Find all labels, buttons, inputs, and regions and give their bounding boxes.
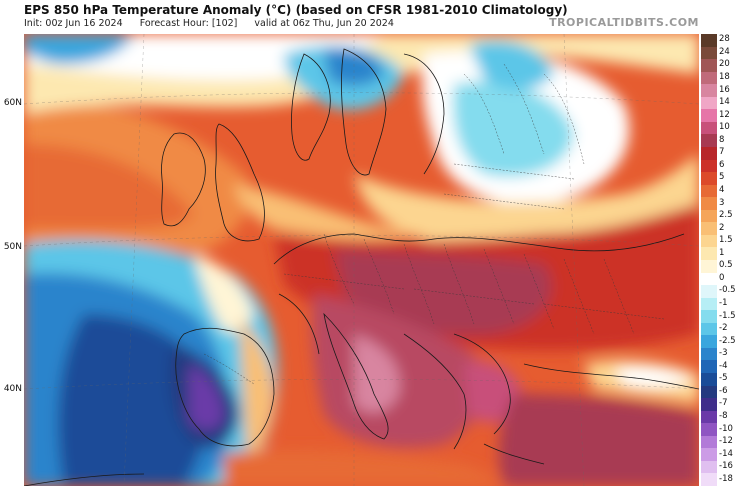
colorbar-swatch [701, 134, 717, 148]
colorbar-swatch [701, 84, 717, 98]
colorbar-label: -16 [719, 461, 733, 472]
colorbar-swatch [701, 197, 717, 211]
colorbar-swatch [701, 272, 717, 286]
colorbar-swatch [701, 71, 717, 85]
colorbar-label: -7 [719, 398, 728, 409]
colorbar-label: 12 [719, 109, 730, 120]
colorbar-label: 18 [719, 71, 730, 82]
colorbar-swatch [701, 59, 717, 73]
colorbar-label: -1 [719, 297, 728, 308]
colorbar-swatch [701, 209, 717, 223]
graticule [24, 34, 699, 486]
colorbar-label: -2.5 [719, 335, 736, 346]
colorbar-label: -2 [719, 323, 728, 334]
anomaly-field [24, 34, 699, 486]
colorbar-label: 10 [719, 122, 730, 133]
colorbar-label: -6 [719, 385, 728, 396]
colorbar-swatch [701, 310, 717, 324]
lat-label-60n: 60N [3, 98, 22, 108]
colorbar-label: 4 [719, 184, 725, 195]
colorbar-label: -3 [719, 348, 728, 359]
colorbar-label: -5 [719, 373, 728, 384]
map-subtitle: Init: 00z Jun 16 2024 Forecast Hour: [10… [24, 18, 408, 29]
colorbar-label: 24 [719, 46, 730, 57]
colorbar-label: -14 [719, 448, 733, 459]
colorbar-label: 0.5 [719, 260, 733, 271]
colorbar-swatch [701, 184, 717, 198]
colorbar-swatch [701, 285, 717, 299]
map-title: EPS 850 hPa Temperature Anomaly (°C) (ba… [24, 3, 568, 17]
colorbar-label: 7 [719, 147, 725, 158]
forecast-hour: Forecast Hour: [102] [139, 18, 238, 29]
colorbar-label: 3 [719, 197, 725, 208]
colorbar-label: 2.5 [719, 210, 733, 221]
colorbar-swatch [701, 159, 717, 173]
colorbar-label: -18 [719, 473, 733, 484]
colorbar-label: 1 [719, 247, 725, 258]
colorbar-label: 14 [719, 97, 730, 108]
colorbar-label: 6 [719, 159, 725, 170]
country-borders [203, 63, 665, 385]
colorbar-swatch [701, 109, 717, 123]
valid-time: valid at 06z Thu, Jun 20 2024 [254, 18, 394, 29]
colorbar-label: -8 [719, 410, 728, 421]
colorbar-label: -12 [719, 436, 733, 447]
lat-label-50n: 50N [3, 242, 22, 252]
colorbar-label: -0.5 [719, 285, 736, 296]
lat-label-40n: 40N [3, 384, 22, 394]
colorbar-swatch [701, 335, 717, 349]
colorbar-label: 16 [719, 84, 730, 95]
colorbar-swatch [701, 398, 717, 412]
colorbar-swatch [701, 473, 717, 486]
colorbar-swatch [701, 46, 717, 60]
colorbar-swatch [701, 373, 717, 387]
colorbar-swatch [701, 410, 717, 424]
colorbar-swatch [701, 347, 717, 361]
colorbar-swatch [701, 260, 717, 274]
colorbar-swatch [701, 360, 717, 374]
colorbar-swatch [701, 34, 717, 48]
colorbar-label: 1.5 [719, 235, 733, 246]
brand-watermark: TROPICALTIDBITS.COM [549, 16, 699, 29]
colorbar-label: 2 [719, 222, 725, 233]
colorbar-swatch [701, 234, 717, 248]
colorbar-swatch [701, 222, 717, 236]
colorbar-swatch [701, 247, 717, 261]
map-header: EPS 850 hPa Temperature Anomaly (°C) (ba… [0, 0, 741, 34]
colorbar-swatch [701, 435, 717, 449]
colorbar-swatch [701, 147, 717, 161]
colorbar-swatch [701, 172, 717, 186]
colorbar-label: 5 [719, 172, 725, 183]
colorbar-label: -4 [719, 360, 728, 371]
colorbar-swatch [701, 385, 717, 399]
colorbar-label: 8 [719, 134, 725, 145]
colorbar-swatch [701, 121, 717, 135]
colorbar-label: -1.5 [719, 310, 736, 321]
colorbar-swatch [701, 322, 717, 336]
colorbar [701, 34, 717, 486]
colorbar-label: 0 [719, 272, 725, 283]
colorbar-swatch [701, 423, 717, 437]
colorbar-swatch [701, 460, 717, 474]
colorbar-label: 28 [719, 34, 730, 45]
colorbar-label: 20 [719, 59, 730, 70]
colorbar-swatch [701, 448, 717, 462]
coastlines [24, 48, 699, 486]
anomaly-map-canvas [24, 34, 699, 486]
colorbar-swatch [701, 96, 717, 110]
colorbar-swatch [701, 297, 717, 311]
init-time: Init: 00z Jun 16 2024 [24, 18, 123, 29]
colorbar-label: -10 [719, 423, 733, 434]
anomaly-map [24, 34, 699, 486]
